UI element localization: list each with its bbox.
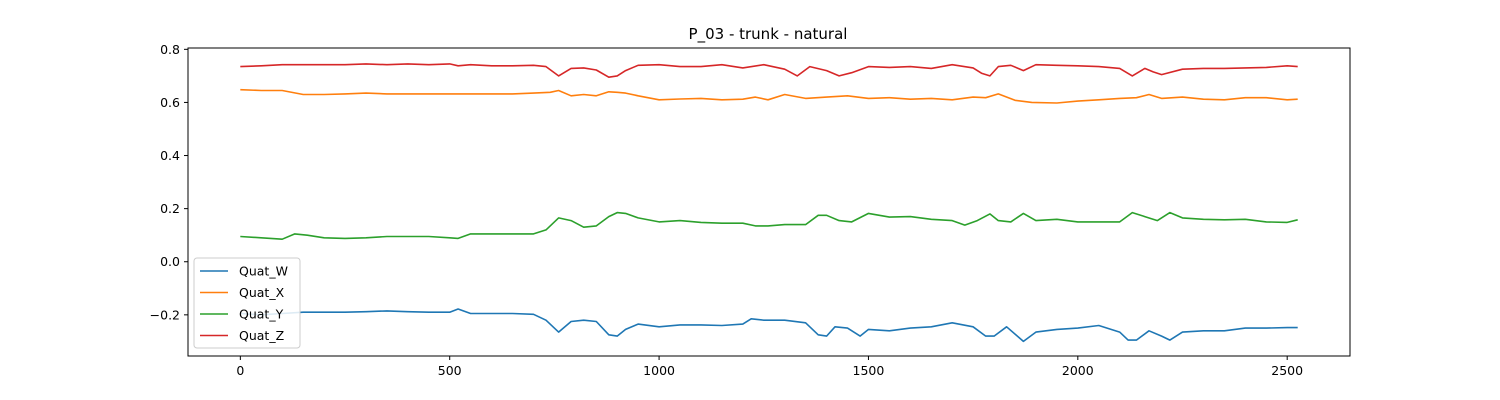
x-tick-label: 0 xyxy=(236,363,244,378)
x-tick-label: 1000 xyxy=(643,363,675,378)
legend-label: Quat_W xyxy=(239,264,288,279)
legend-label: Quat_Z xyxy=(239,328,284,343)
series-line-quat-x xyxy=(240,88,1298,104)
y-tick-label: 0.0 xyxy=(160,254,180,269)
x-tick-label: 500 xyxy=(438,363,462,378)
series-line-quat-w xyxy=(240,308,1298,343)
y-tick-label: −0.2 xyxy=(150,307,180,322)
axes-frame xyxy=(187,47,1351,357)
x-tick-label: 2500 xyxy=(1271,363,1303,378)
chart-title: P_03 - trunk - natural xyxy=(689,25,848,44)
series-line-quat-y xyxy=(240,211,1298,240)
legend: Quat_W Quat_X Quat_Y Quat_Z xyxy=(193,257,301,349)
legend-label: Quat_X xyxy=(239,285,285,300)
x-tick-label: 1500 xyxy=(853,363,885,378)
series-line-quat-z xyxy=(240,63,1298,78)
x-tick-label: 2000 xyxy=(1062,363,1094,378)
legend-label: Quat_Y xyxy=(239,307,284,322)
y-tick-label: 0.6 xyxy=(160,95,180,110)
legend-box xyxy=(193,257,301,349)
y-tick-label: 0.2 xyxy=(160,201,180,216)
y-tick-label: 0.8 xyxy=(160,42,180,57)
y-tick-label: 0.4 xyxy=(160,148,180,163)
plot-area: 0 500 1000 1500 2000 2500 −0.2 0.0 0.2 0.4 0.6 0.8 xyxy=(150,42,1304,378)
